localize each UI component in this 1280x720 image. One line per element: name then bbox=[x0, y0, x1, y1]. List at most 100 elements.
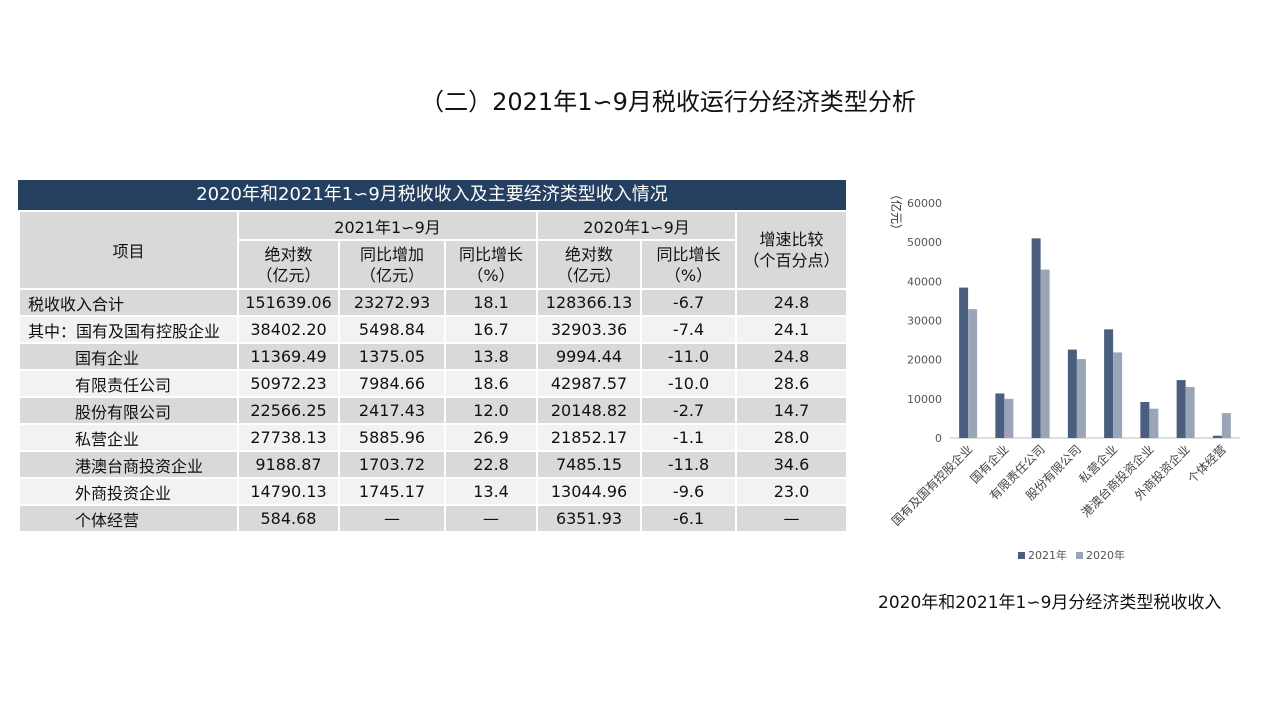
bar-2021 bbox=[1212, 435, 1222, 438]
cell-growth-2020: -6.7 bbox=[640, 288, 738, 317]
bar-2020 bbox=[1076, 359, 1086, 438]
cell-growth-2021: 13.4 bbox=[443, 477, 539, 506]
cell-abs-2020: 7485.15 bbox=[536, 450, 643, 479]
table-row: 个体经营 584.68— —6351.93 -6.1— bbox=[18, 504, 849, 533]
header-abs-2021: 绝对数 （亿元） bbox=[237, 239, 340, 290]
tax-table: 2020年和2021年1∽9月税收收入及主要经济类型收入情况 项目 2021年1… bbox=[18, 180, 849, 533]
y-tick-label: 50000 bbox=[907, 236, 942, 249]
cell-abs-2020: 42987.57 bbox=[536, 369, 643, 398]
cell-inc-2021: 23272.93 bbox=[338, 288, 446, 317]
cell-item-name: 国有企业 bbox=[18, 342, 239, 371]
cell-inc-2021: 1745.17 bbox=[338, 477, 446, 506]
cell-growth-2020: -11.0 bbox=[640, 342, 738, 371]
cell-inc-2021: 5498.84 bbox=[338, 315, 446, 344]
cell-abs-2020: 32903.36 bbox=[536, 315, 643, 344]
table-row: 有限责任公司 50972.23 7984.66 18.6 42987.57 -10.0 28… bbox=[18, 369, 849, 398]
cell-growth-2021: — bbox=[443, 504, 539, 533]
cell-growth-2020: -9.6 bbox=[640, 477, 738, 506]
x-tick-label: 国有及国有控股企业 bbox=[888, 442, 975, 529]
header-group-2020: 2020年1∽9月 bbox=[536, 210, 738, 241]
bar-2020 bbox=[1149, 408, 1159, 438]
table-row: 税收收入合计 151639.06 23272.93 18.1 128366.13 -6.7… bbox=[18, 288, 849, 317]
legend-swatch bbox=[1018, 552, 1025, 559]
cell-item-name: 外商投资企业 bbox=[18, 477, 239, 506]
header-abs-2020: 绝对数 （亿元） bbox=[536, 239, 643, 290]
cell-item-name: 其中：国有及国有控股企业 bbox=[18, 315, 239, 344]
cell-diff: — bbox=[735, 504, 849, 533]
cell-inc-2021: — bbox=[338, 504, 446, 533]
cell-growth-2021: 18.1 bbox=[443, 288, 539, 317]
chart-title: 2020年和2021年1∽9月分经济类型税收收入 bbox=[878, 593, 1222, 613]
legend-label: 2021年 bbox=[1028, 548, 1067, 562]
cell-abs-2020: 20148.82 bbox=[536, 396, 643, 425]
x-tick-label: 个体经营 bbox=[1185, 442, 1229, 486]
header-growth-2020: 同比增长 （%） bbox=[640, 239, 738, 290]
cell-abs-2020: 128366.13 bbox=[536, 288, 643, 317]
cell-abs-2021: 38402.20 bbox=[237, 315, 340, 344]
cell-abs-2020: 21852.17 bbox=[536, 423, 643, 452]
bar-2020 bbox=[1004, 398, 1014, 438]
cell-growth-2021: 13.8 bbox=[443, 342, 539, 371]
bar-2020 bbox=[1221, 413, 1231, 438]
cell-inc-2021: 5885.96 bbox=[338, 423, 446, 452]
cell-abs-2020: 9994.44 bbox=[536, 342, 643, 371]
bar-2020 bbox=[1185, 386, 1195, 438]
bar-2021 bbox=[959, 287, 969, 438]
table-row: 私营企业 27738.13 5885.96 26.9 21852.17 -1.1 28.0 bbox=[18, 423, 849, 452]
cell-item-name: 有限责任公司 bbox=[18, 369, 239, 398]
cell-abs-2021: 11369.49 bbox=[237, 342, 340, 371]
data-table: 项目 2021年1∽9月 2020年1∽9月 增速比较 （个百分点） 绝对数 （… bbox=[18, 210, 849, 533]
cell-diff: 24.8 bbox=[735, 288, 849, 317]
cell-growth-2021: 12.0 bbox=[443, 396, 539, 425]
legend-label: 2020年 bbox=[1086, 548, 1125, 562]
table-title: 2020年和2021年1∽9月税收收入及主要经济类型收入情况 bbox=[18, 180, 846, 210]
cell-growth-2020: -1.1 bbox=[640, 423, 738, 452]
table-row: 港澳台商投资企业 9188.87 1703.72 22.8 7485.15 -11.8 34… bbox=[18, 450, 849, 479]
legend-swatch bbox=[1076, 552, 1083, 559]
cell-abs-2021: 9188.87 bbox=[237, 450, 340, 479]
bar-2021 bbox=[1067, 349, 1077, 438]
cell-abs-2021: 22566.25 bbox=[237, 396, 340, 425]
bar-2021 bbox=[995, 393, 1005, 438]
cell-diff: 24.8 bbox=[735, 342, 849, 371]
cell-growth-2020: -7.4 bbox=[640, 315, 738, 344]
y-tick-label: 0 bbox=[935, 432, 942, 445]
table-row: 外商投资企业 14790.13 1745.17 13.4 13044.96 -9.6 23.… bbox=[18, 477, 849, 506]
bar-2020 bbox=[968, 309, 978, 438]
header-diff: 增速比较 （个百分点） bbox=[735, 210, 849, 290]
y-tick-label: 30000 bbox=[907, 315, 942, 328]
cell-item-name: 个体经营 bbox=[18, 504, 239, 533]
cell-growth-2021: 22.8 bbox=[443, 450, 539, 479]
y-tick-label: 20000 bbox=[907, 354, 942, 367]
cell-inc-2021: 2417.43 bbox=[338, 396, 446, 425]
cell-item-name: 港澳台商投资企业 bbox=[18, 450, 239, 479]
bar-2021 bbox=[1104, 329, 1114, 438]
bar-chart: 0 10000 20000 30000 40000 50000 60000（亿元） 国有及国有… bbox=[888, 188, 1240, 562]
cell-growth-2021: 26.9 bbox=[443, 423, 539, 452]
y-tick-label: 60000 bbox=[907, 197, 942, 210]
cell-item-name: 股份有限公司 bbox=[18, 396, 239, 425]
cell-abs-2021: 27738.13 bbox=[237, 423, 340, 452]
page-title: （二）2021年1∽9月税收运行分经济类型分析 bbox=[420, 88, 916, 116]
cell-abs-2020: 6351.93 bbox=[536, 504, 643, 533]
cell-abs-2021: 151639.06 bbox=[237, 288, 340, 317]
cell-diff: 14.7 bbox=[735, 396, 849, 425]
cell-growth-2020: -10.0 bbox=[640, 369, 738, 398]
cell-diff: 28.6 bbox=[735, 369, 849, 398]
cell-diff: 34.6 bbox=[735, 450, 849, 479]
table-row: 股份有限公司 22566.25 2417.43 12.0 20148.82 -2.7 14.… bbox=[18, 396, 849, 425]
cell-diff: 24.1 bbox=[735, 315, 849, 344]
header-group-2021: 2021年1∽9月 bbox=[236, 210, 539, 241]
cell-item-name: 税收收入合计 bbox=[18, 288, 239, 317]
cell-growth-2020: -6.1 bbox=[640, 504, 738, 533]
cell-abs-2020: 13044.96 bbox=[536, 477, 643, 506]
bar-2021 bbox=[1031, 238, 1041, 438]
cell-growth-2020: -2.7 bbox=[640, 396, 738, 425]
cell-growth-2020: -11.8 bbox=[640, 450, 738, 479]
y-axis-label: （亿元） bbox=[889, 188, 904, 236]
header-growth-2021: 同比增长 （%） bbox=[443, 239, 539, 290]
y-tick-label: 40000 bbox=[907, 275, 942, 288]
bar-2020 bbox=[1040, 269, 1050, 438]
cell-diff: 23.0 bbox=[735, 477, 849, 506]
cell-growth-2021: 16.7 bbox=[443, 315, 539, 344]
